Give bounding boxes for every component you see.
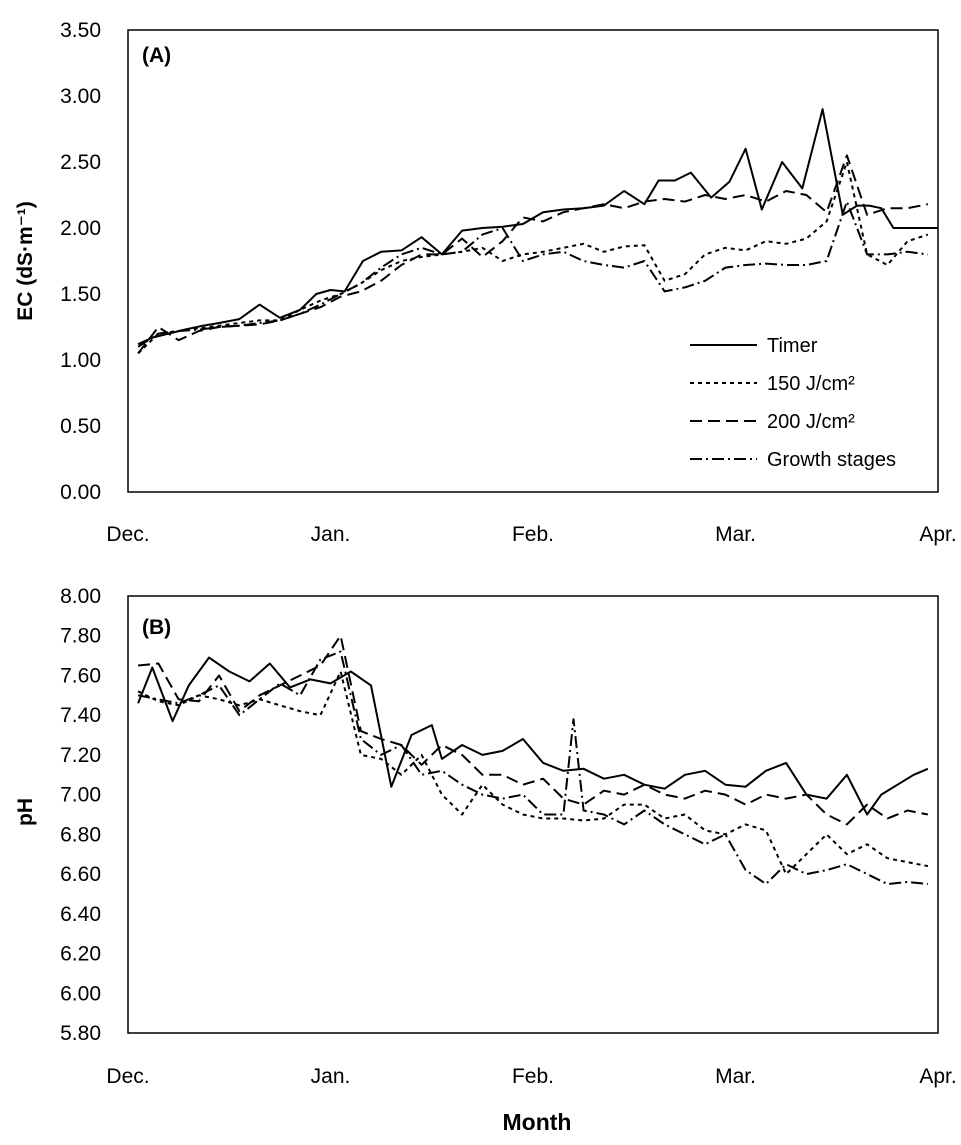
ph-series-line	[137, 650, 928, 885]
legend-label: 200 J/cm²	[767, 411, 855, 433]
ec-series-line	[137, 200, 929, 348]
ec-x-tick-label: Feb.	[512, 523, 554, 546]
ec-y-tick-label: 0.50	[60, 415, 101, 438]
ec-y-tick-label: 2.50	[60, 151, 101, 174]
ph-y-tick-label: 7.80	[60, 625, 101, 648]
ph-y-tick-label: 8.00	[60, 585, 101, 608]
ph-y-tick-label: 7.60	[60, 664, 101, 687]
ph-x-tick-label: Mar.	[715, 1065, 756, 1088]
ph-panel-label: (B)	[142, 616, 171, 639]
ph-series-line	[137, 670, 929, 876]
ph-y-tick-label: 7.20	[60, 744, 101, 767]
ph-y-tick-label: 6.60	[60, 863, 101, 886]
ph-y-tick-label: 6.40	[60, 903, 101, 926]
ph-y-tick-label: 6.00	[60, 982, 101, 1005]
ph-y-tick-label: 7.40	[60, 704, 101, 727]
ph-x-tick-label: Feb.	[512, 1065, 554, 1088]
legend-label: Growth stages	[767, 449, 896, 471]
ph-series-line	[138, 634, 929, 826]
ec-series-line	[137, 108, 938, 346]
ec-x-tick-label: Apr.	[919, 523, 956, 546]
ec-plot-frame	[127, 29, 939, 493]
ec-x-tick-label: Mar.	[715, 523, 756, 546]
ph-y-tick-label: 6.20	[60, 943, 101, 966]
legend-label: 150 J/cm²	[767, 373, 855, 395]
ec-x-tick-label: Dec.	[106, 523, 149, 546]
ec-y-tick-labels: 0.00 0.50 1.00 1.50 2.00 2.50 3.00 3.50	[60, 19, 101, 504]
x-axis-label: Month	[503, 1109, 572, 1135]
ph-x-tick-label: Jan.	[311, 1065, 351, 1088]
ph-series-line	[137, 656, 929, 816]
ec-legend: Timer 150 J/cm² 200 J/cm² Growth stages	[690, 335, 896, 471]
ph-x-tick-label: Apr.	[919, 1065, 956, 1088]
ph-y-tick-labels: 5.80 6.00 6.20 6.40 6.60 6.80 7.00 7.20 7.40 7.60…	[60, 585, 101, 1045]
ec-y-tick-label: 2.00	[60, 217, 101, 240]
ph-y-tick-label: 6.80	[60, 823, 101, 846]
ec-series-lines	[137, 108, 938, 355]
ec-series-line	[137, 161, 929, 355]
ec-x-tick-labels: Dec. Jan. Feb. Mar. Apr.	[106, 523, 956, 546]
ph-y-tick-label: 5.80	[60, 1022, 101, 1045]
ph-plot-frame	[127, 595, 939, 1034]
ph-series-lines	[137, 634, 929, 885]
ph-y-axis-label: pH	[14, 798, 37, 826]
ec-x-tick-label: Jan.	[311, 523, 351, 546]
ph-y-tick-label: 7.00	[60, 784, 101, 807]
ph-x-tick-label: Dec.	[106, 1065, 149, 1088]
legend-label: Timer	[767, 335, 818, 357]
ec-y-tick-label: 1.00	[60, 349, 101, 372]
ec-y-tick-label: 0.00	[60, 481, 101, 504]
ph-x-tick-labels: Dec. Jan. Feb. Mar. Apr.	[106, 1065, 956, 1088]
ec-y-tick-label: 3.00	[60, 85, 101, 108]
ec-panel-label: (A)	[142, 44, 171, 67]
ec-y-tick-label: 3.50	[60, 19, 101, 42]
ec-y-tick-label: 1.50	[60, 283, 101, 306]
ph-chart-panel: (B) 5.80 6.00 6.20 6.40 6.60 6.80 7.00 7.20 7.40…	[14, 585, 957, 1088]
ec-chart-panel: (A) 0.00 0.50 1.00 1.50 2.00 2.50 3.00 3.50 Dec…	[14, 19, 957, 546]
ec-y-axis-label: EC (dS·m⁻¹)	[14, 201, 37, 321]
